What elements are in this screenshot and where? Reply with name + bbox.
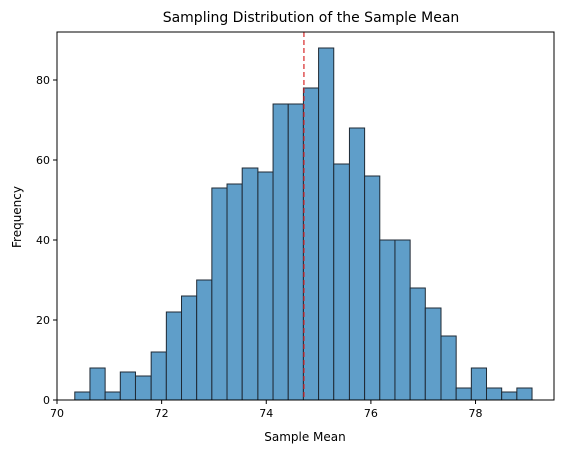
x-tick-label: 78	[469, 407, 483, 420]
histogram-bar	[409, 287, 426, 401]
histogram-bar	[150, 351, 167, 401]
histogram-bar	[119, 371, 136, 401]
y-axis-title: Frequency	[10, 186, 24, 248]
histogram-bar	[364, 175, 381, 401]
histogram-bar	[74, 391, 91, 401]
histogram-bar	[501, 391, 518, 401]
histogram-bar	[455, 387, 472, 401]
histogram-bar	[134, 375, 152, 401]
histogram-bar	[318, 47, 335, 401]
y-tick-label: 40	[36, 234, 50, 247]
y-tick-label: 60	[36, 154, 50, 167]
x-tick-label: 74	[259, 407, 273, 420]
histogram-bar	[333, 163, 350, 401]
y-tick-label: 0	[43, 394, 50, 407]
histogram-bar	[394, 239, 411, 401]
histogram-bar	[89, 367, 106, 401]
histogram-bar	[257, 171, 274, 401]
chart-title: Sampling Distribution of the Sample Mean	[163, 10, 460, 26]
histogram-bar	[165, 311, 183, 401]
histogram-bar	[486, 387, 503, 401]
y-tick-label: 80	[36, 74, 50, 87]
histogram-bar	[196, 279, 213, 401]
histogram-bar	[241, 167, 259, 401]
histogram-bar	[211, 187, 228, 401]
histogram-bar	[302, 87, 320, 401]
histogram-bar	[348, 127, 366, 401]
histogram-bar	[424, 307, 442, 401]
x-axis-title: Sample Mean	[264, 430, 346, 444]
histogram-bar	[470, 367, 488, 401]
histogram-bar	[272, 103, 289, 401]
x-axis: 70 72 74 76 78	[50, 400, 483, 420]
histogram-bar	[181, 295, 198, 401]
histogram-bar	[440, 335, 457, 401]
plot-frame	[56, 31, 555, 401]
histogram-bar	[226, 183, 243, 401]
histogram-bar	[287, 103, 304, 401]
x-tick-label: 72	[155, 407, 169, 420]
y-axis: 0 20 40 60 80	[36, 74, 57, 407]
histogram-bar	[104, 391, 121, 401]
histogram-bar	[516, 387, 533, 401]
bars-group	[74, 47, 533, 401]
x-tick-label: 70	[50, 407, 64, 420]
y-tick-label: 20	[36, 314, 50, 327]
x-tick-label: 76	[364, 407, 378, 420]
histogram-bar	[379, 239, 396, 401]
